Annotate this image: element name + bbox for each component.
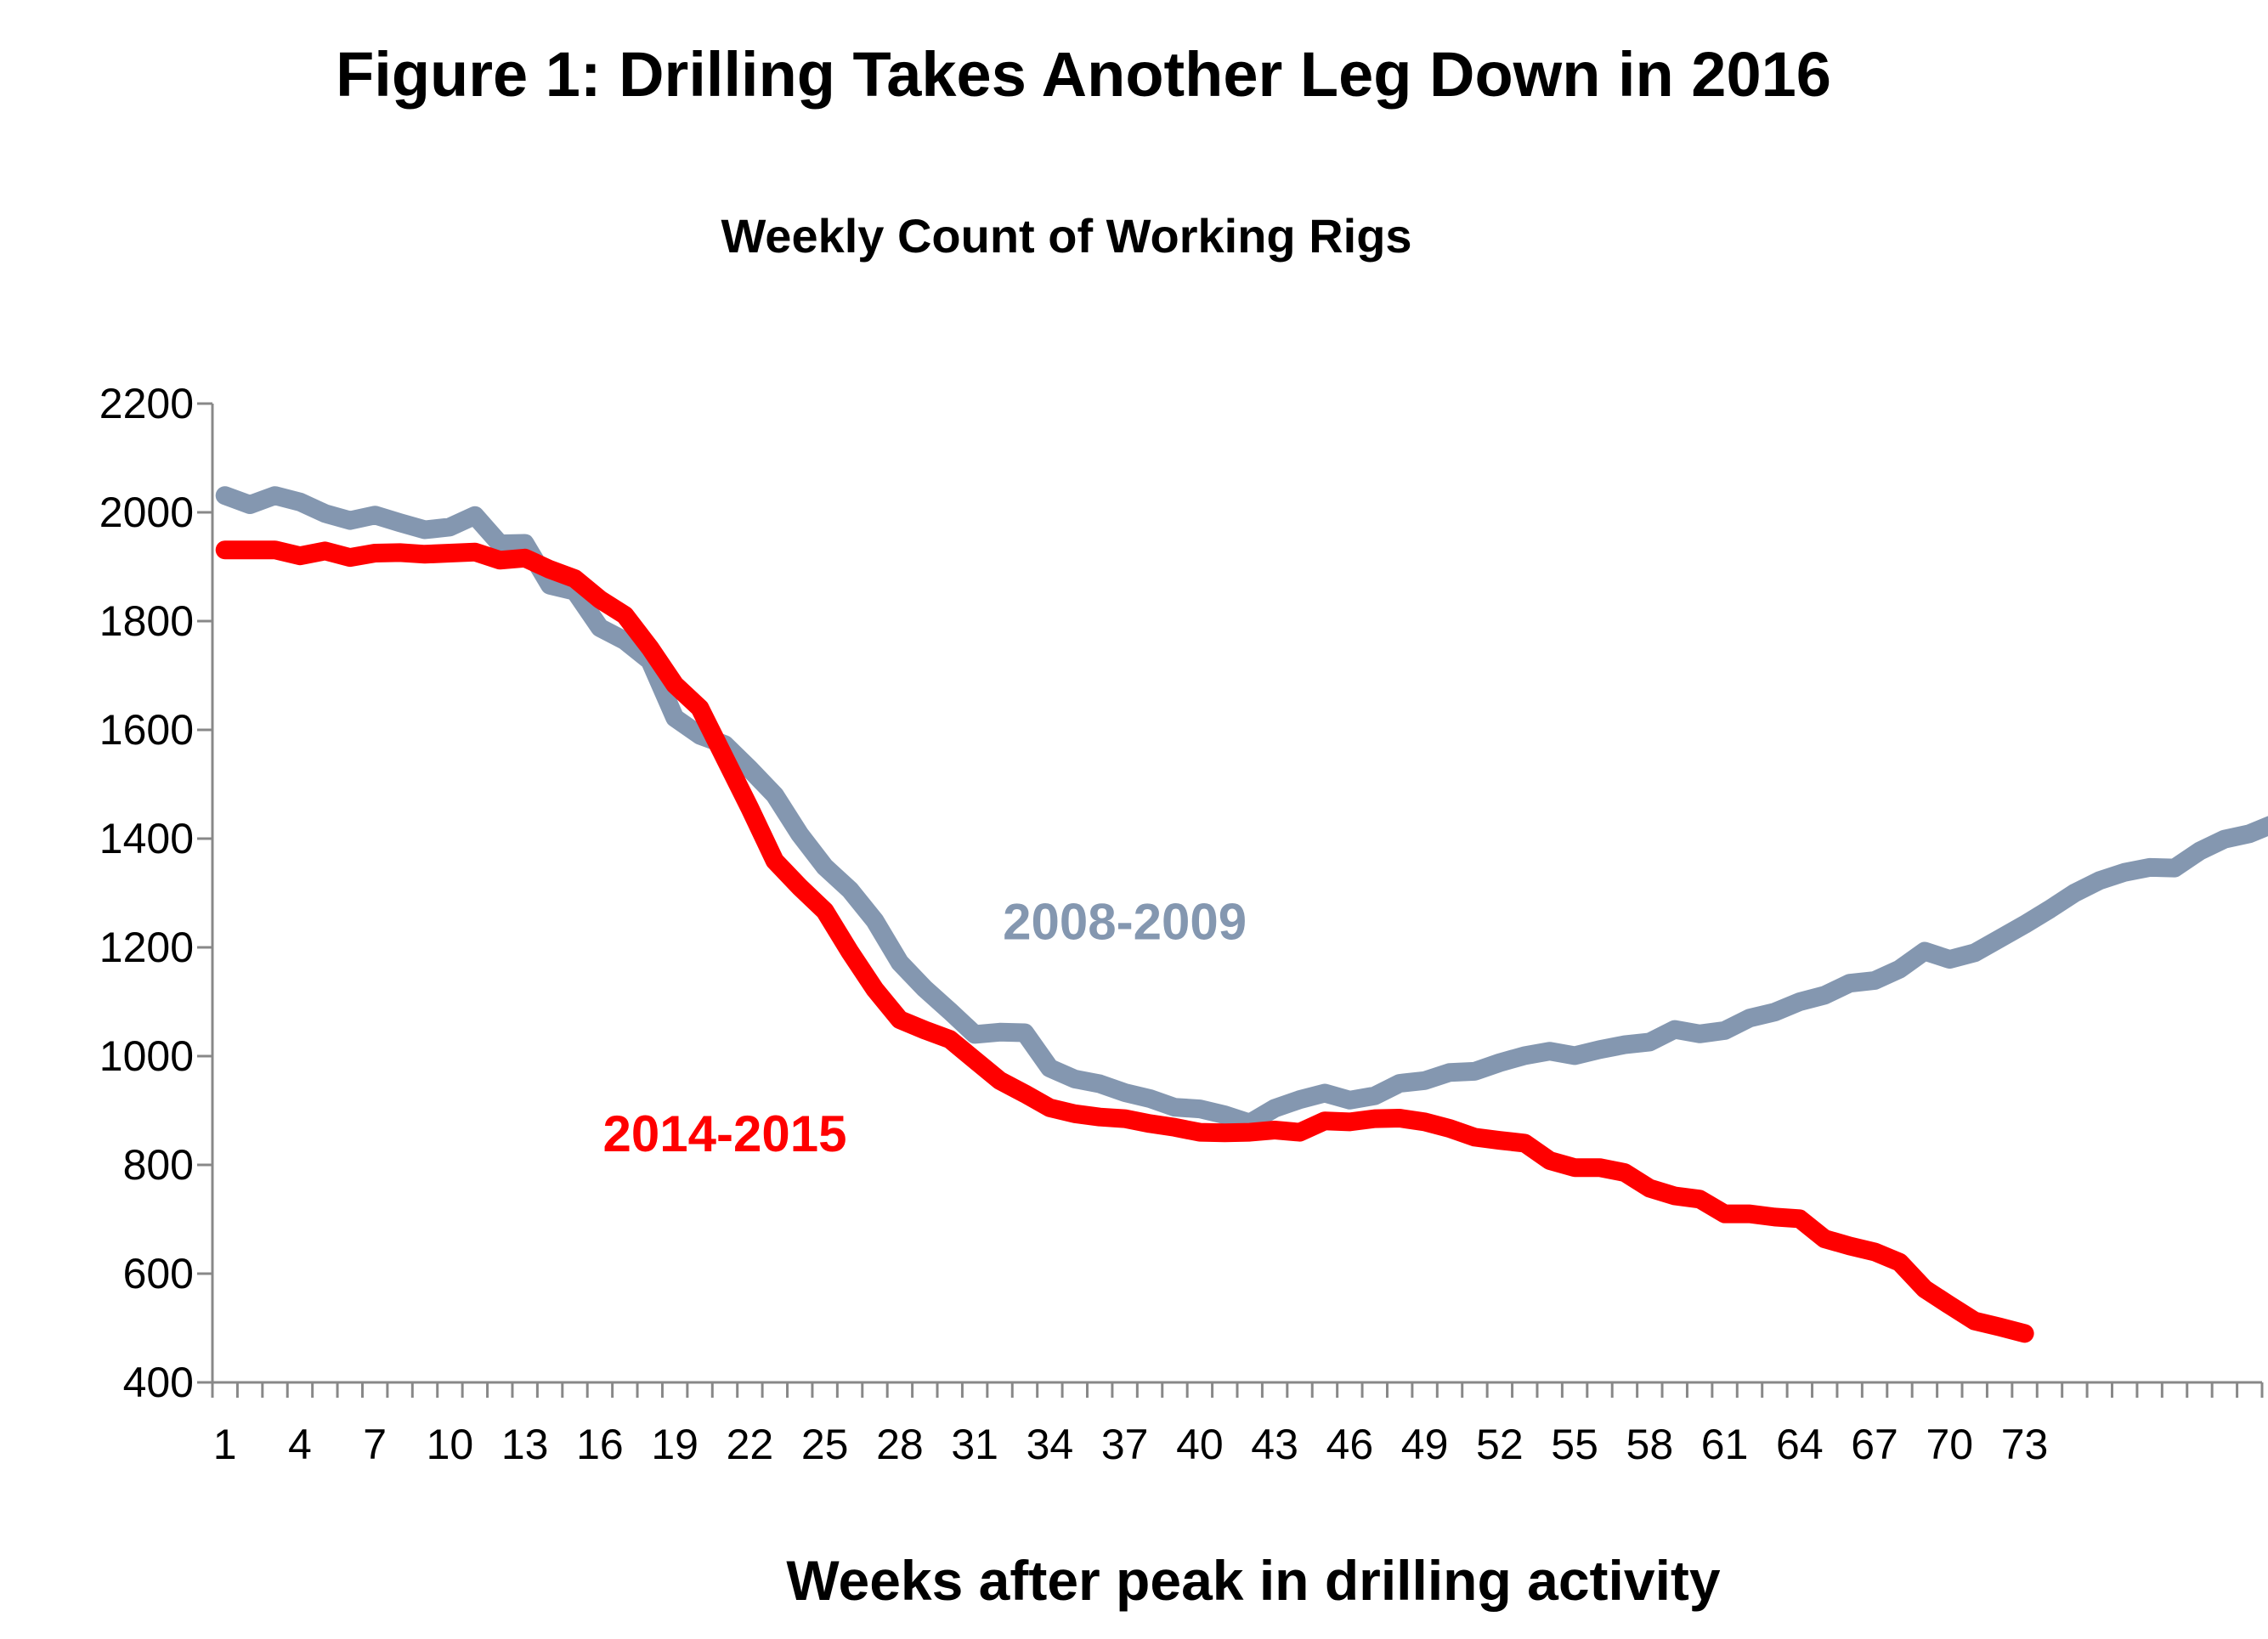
y-tick-label: 2200 — [99, 380, 194, 427]
y-axis: 400 600 800 1000 1200 1400 1600 1800 2000 2200 — [99, 380, 214, 1406]
x-tick-label: 28 — [876, 1421, 924, 1468]
x-tick-label: 25 — [801, 1421, 849, 1468]
x-tick-label: 55 — [1551, 1421, 1598, 1468]
x-axis-label: Weeks after peak in drilling activity — [786, 1549, 1720, 1612]
x-tick-label: 37 — [1101, 1421, 1149, 1468]
y-tick-label: 1400 — [99, 815, 194, 862]
series-line-2014-2015 — [215, 540, 2034, 1343]
series-label-2014-2015: 2014-2015 — [603, 1105, 847, 1162]
y-tick-label: 1800 — [99, 597, 194, 645]
x-axis: 1 4 7 10 13 16 19 22 25 28 31 34 37 40 43 46 49 52 55 58 61 6… — [211, 1381, 2264, 1468]
x-tick-label: 34 — [1027, 1421, 1074, 1468]
y-tick-label: 800 — [123, 1141, 194, 1189]
x-tick-label: 40 — [1176, 1421, 1224, 1468]
y-tick-label: 1000 — [99, 1032, 194, 1080]
series-label-2008-2009: 2008-2009 — [1003, 893, 1247, 950]
series-line-2008-2009 — [215, 486, 2268, 1133]
y-tick-label: 400 — [123, 1359, 194, 1406]
x-tick-label: 13 — [501, 1421, 549, 1468]
x-tick-label: 31 — [951, 1421, 998, 1468]
x-tick-label: 46 — [1326, 1421, 1374, 1468]
y-tick-label: 600 — [123, 1250, 194, 1297]
y-tick-label: 1600 — [99, 706, 194, 754]
chart-title: Figure 1: Drilling Takes Another Leg Dow… — [336, 39, 1831, 110]
x-tick-label: 22 — [727, 1421, 774, 1468]
chart-subtitle: Weekly Count of Working Rigs — [721, 209, 1411, 263]
x-tick-label: 10 — [427, 1421, 474, 1468]
y-tick-label: 2000 — [99, 489, 194, 536]
x-tick-label: 16 — [576, 1421, 624, 1468]
x-tick-label: 19 — [651, 1421, 698, 1468]
x-tick-label: 70 — [1926, 1421, 1974, 1468]
x-tick-label: 58 — [1626, 1421, 1674, 1468]
x-tick-label: 1 — [213, 1421, 237, 1468]
annotation-layer: 2008-2009 2014-2015 — [603, 893, 1247, 1162]
x-tick-label: 52 — [1476, 1421, 1524, 1468]
x-tick-label: 73 — [2001, 1421, 2049, 1468]
x-tick-label: 43 — [1251, 1421, 1298, 1468]
series-layer — [215, 486, 2268, 1343]
y-tick-label: 1200 — [99, 924, 194, 971]
x-tick-label: 64 — [1776, 1421, 1824, 1468]
x-tick-label: 4 — [288, 1421, 312, 1468]
x-tick-label: 49 — [1401, 1421, 1449, 1468]
x-tick-label: 7 — [363, 1421, 387, 1468]
x-tick-label: 61 — [1701, 1421, 1749, 1468]
x-tick-label: 67 — [1851, 1421, 1898, 1468]
